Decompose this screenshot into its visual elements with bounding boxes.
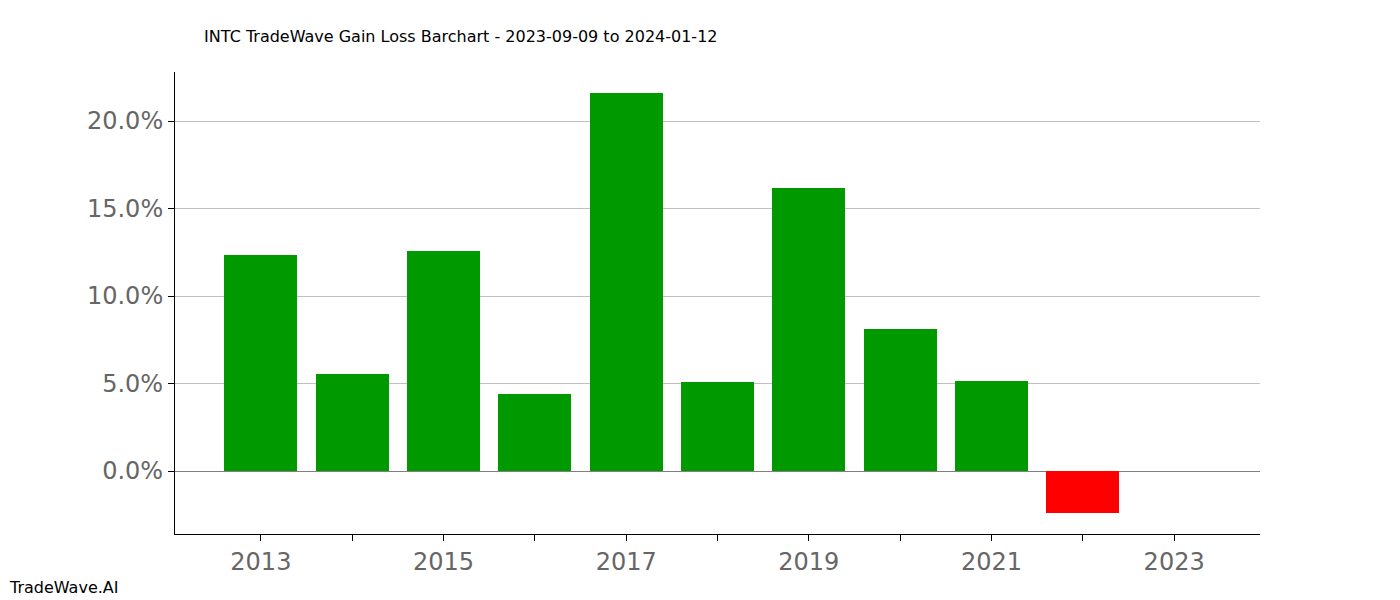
svg-text:20.0%: 20.0%	[87, 107, 163, 135]
svg-text:2021: 2021	[961, 548, 1022, 576]
svg-text:5.0%: 5.0%	[102, 370, 163, 398]
svg-text:2019: 2019	[778, 548, 839, 576]
svg-text:2015: 2015	[413, 548, 474, 576]
svg-text:2013: 2013	[230, 548, 291, 576]
svg-text:INTC TradeWave Gain Loss Barch: INTC TradeWave Gain Loss Barchart - 2023…	[204, 27, 717, 46]
svg-text:TradeWave.AI: TradeWave.AI	[9, 578, 118, 597]
svg-text:15.0%: 15.0%	[87, 195, 163, 223]
svg-text:10.0%: 10.0%	[87, 282, 163, 310]
svg-text:2017: 2017	[596, 548, 657, 576]
svg-text:0.0%: 0.0%	[102, 457, 163, 485]
svg-text:2023: 2023	[1144, 548, 1205, 576]
